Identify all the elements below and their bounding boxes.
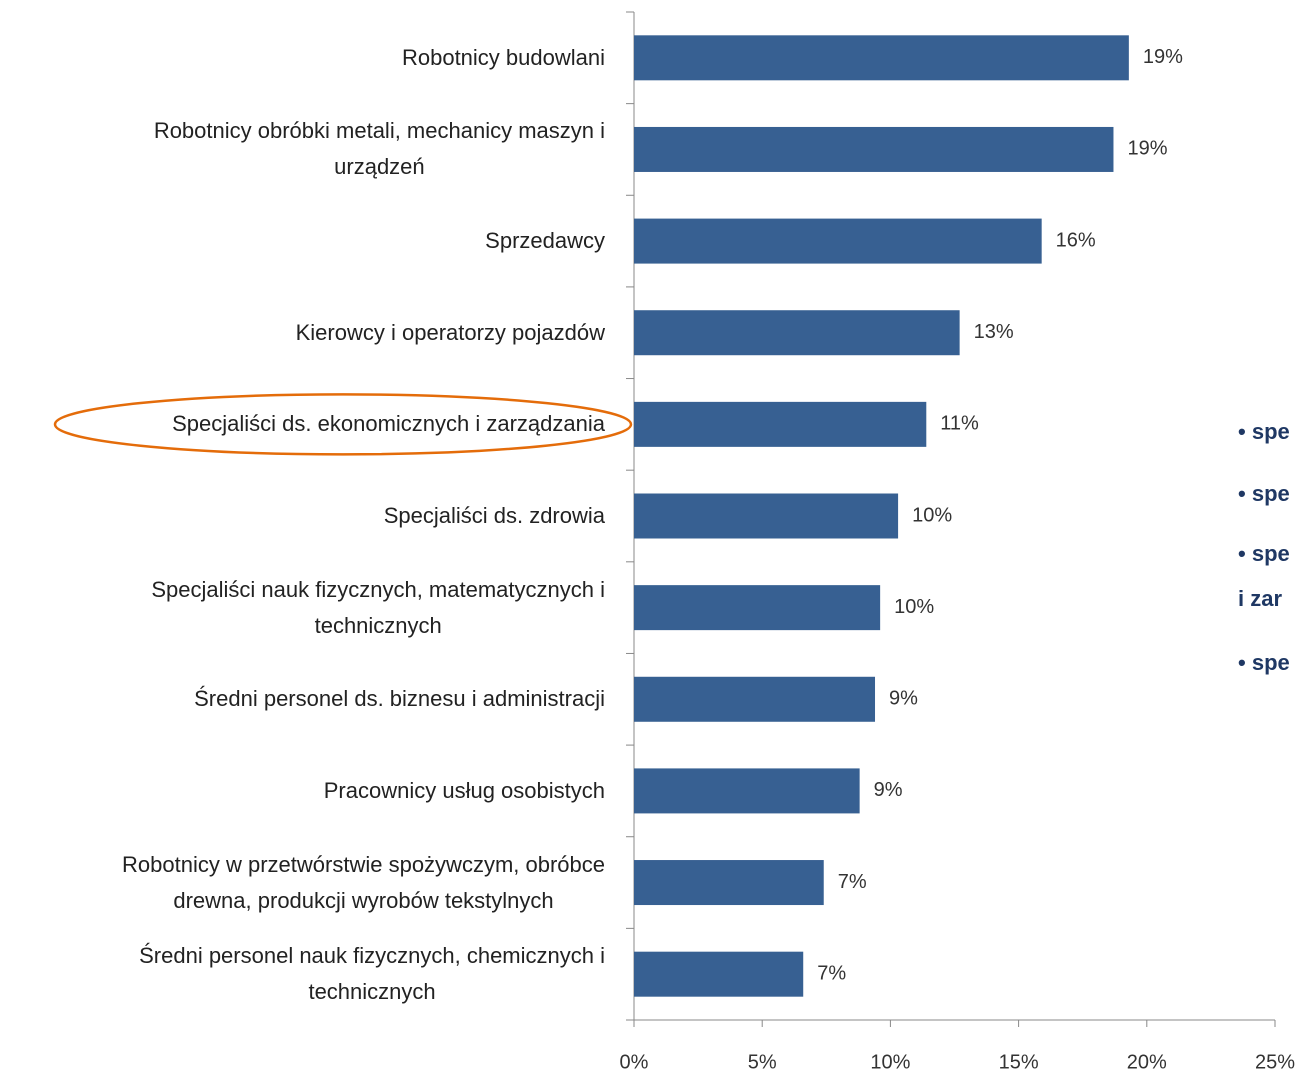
value-label: 13% <box>974 321 1014 343</box>
side-note: • spe <box>1238 541 1290 566</box>
x-tick-label: 5% <box>748 1051 777 1073</box>
bar <box>634 768 860 814</box>
bar <box>634 126 1114 172</box>
x-tick-label: 10% <box>870 1051 910 1073</box>
value-label: 10% <box>894 596 934 618</box>
bar <box>634 585 881 631</box>
bar <box>634 493 899 539</box>
highlight-ellipse <box>53 393 633 456</box>
category-label: Specjaliści nauk fizycznych, matematyczn… <box>151 572 605 644</box>
category-label: Robotnicy budowlani <box>402 40 605 76</box>
x-tick-label: 0% <box>620 1051 649 1073</box>
side-note: • spe <box>1238 419 1290 444</box>
category-label-text: Specjaliści ds. ekonomicznych i zarządza… <box>172 411 605 437</box>
value-label: 19% <box>1127 138 1167 160</box>
bar <box>634 35 1129 81</box>
bar <box>634 401 927 447</box>
value-label: 16% <box>1056 229 1096 251</box>
side-note-text: spe <box>1251 541 1290 566</box>
x-tick-label: 20% <box>1127 1051 1167 1073</box>
category-label: Kierowcy i operatorzy pojazdów <box>296 315 605 351</box>
side-note-text: spe <box>1251 650 1290 675</box>
side-note: i zar <box>1238 586 1282 612</box>
value-label: 9% <box>889 688 918 710</box>
bar <box>634 860 824 906</box>
bar <box>634 310 960 356</box>
side-note: • spe <box>1238 650 1290 675</box>
category-label: Robotnicy w przetwórstwie spożywczym, ob… <box>122 847 605 919</box>
x-tick-label: 25% <box>1255 1051 1295 1073</box>
side-note: • spe <box>1238 481 1290 506</box>
category-label: Specjaliści ds. zdrowia <box>384 498 605 534</box>
category-label-text: Sprzedawcy <box>485 228 605 254</box>
side-note-text: spe <box>1251 481 1290 506</box>
category-label-text: Robotnicy budowlani <box>401 44 605 70</box>
bar <box>634 218 1042 264</box>
category-label: Pracownicy usług osobistych <box>324 773 605 809</box>
side-note-text: spe <box>1251 419 1290 444</box>
bar <box>634 951 804 997</box>
value-label: 7% <box>838 871 867 893</box>
value-label: 19% <box>1143 46 1183 68</box>
category-label-text: Średni personel ds. biznesu i administra… <box>194 686 605 712</box>
category-label: Specjaliści ds. ekonomicznych i zarządza… <box>172 406 605 442</box>
value-label: 9% <box>874 779 903 801</box>
x-tick-label: 15% <box>999 1051 1039 1073</box>
category-label-text: Specjaliści nauk fizycznych, matematyczn… <box>151 576 605 638</box>
category-label: Średni personel nauk fizycznych, chemicz… <box>139 938 605 1010</box>
side-note-text: i zar <box>1238 586 1283 611</box>
category-label: Robotnicy obróbki metali, mechanicy masz… <box>154 113 605 185</box>
value-label: 7% <box>817 962 846 984</box>
category-label-text: Kierowcy i operatorzy pojazdów <box>295 319 605 345</box>
value-label: 10% <box>912 504 952 526</box>
bar <box>634 676 876 722</box>
category-label-text: Robotnicy obróbki metali, mechanicy masz… <box>153 118 605 180</box>
category-label-text: Pracownicy usług osobistych <box>323 777 605 803</box>
category-label: Średni personel ds. biznesu i administra… <box>194 681 605 717</box>
category-label: Sprzedawcy <box>485 223 605 259</box>
value-label: 11% <box>940 413 979 435</box>
category-label-text: Robotnicy w przetwórstwie spożywczym, ob… <box>122 851 605 913</box>
category-label-text: Specjaliści ds. zdrowia <box>383 503 605 528</box>
category-label-text: Średni personel nauk fizycznych, chemicz… <box>139 943 605 1005</box>
